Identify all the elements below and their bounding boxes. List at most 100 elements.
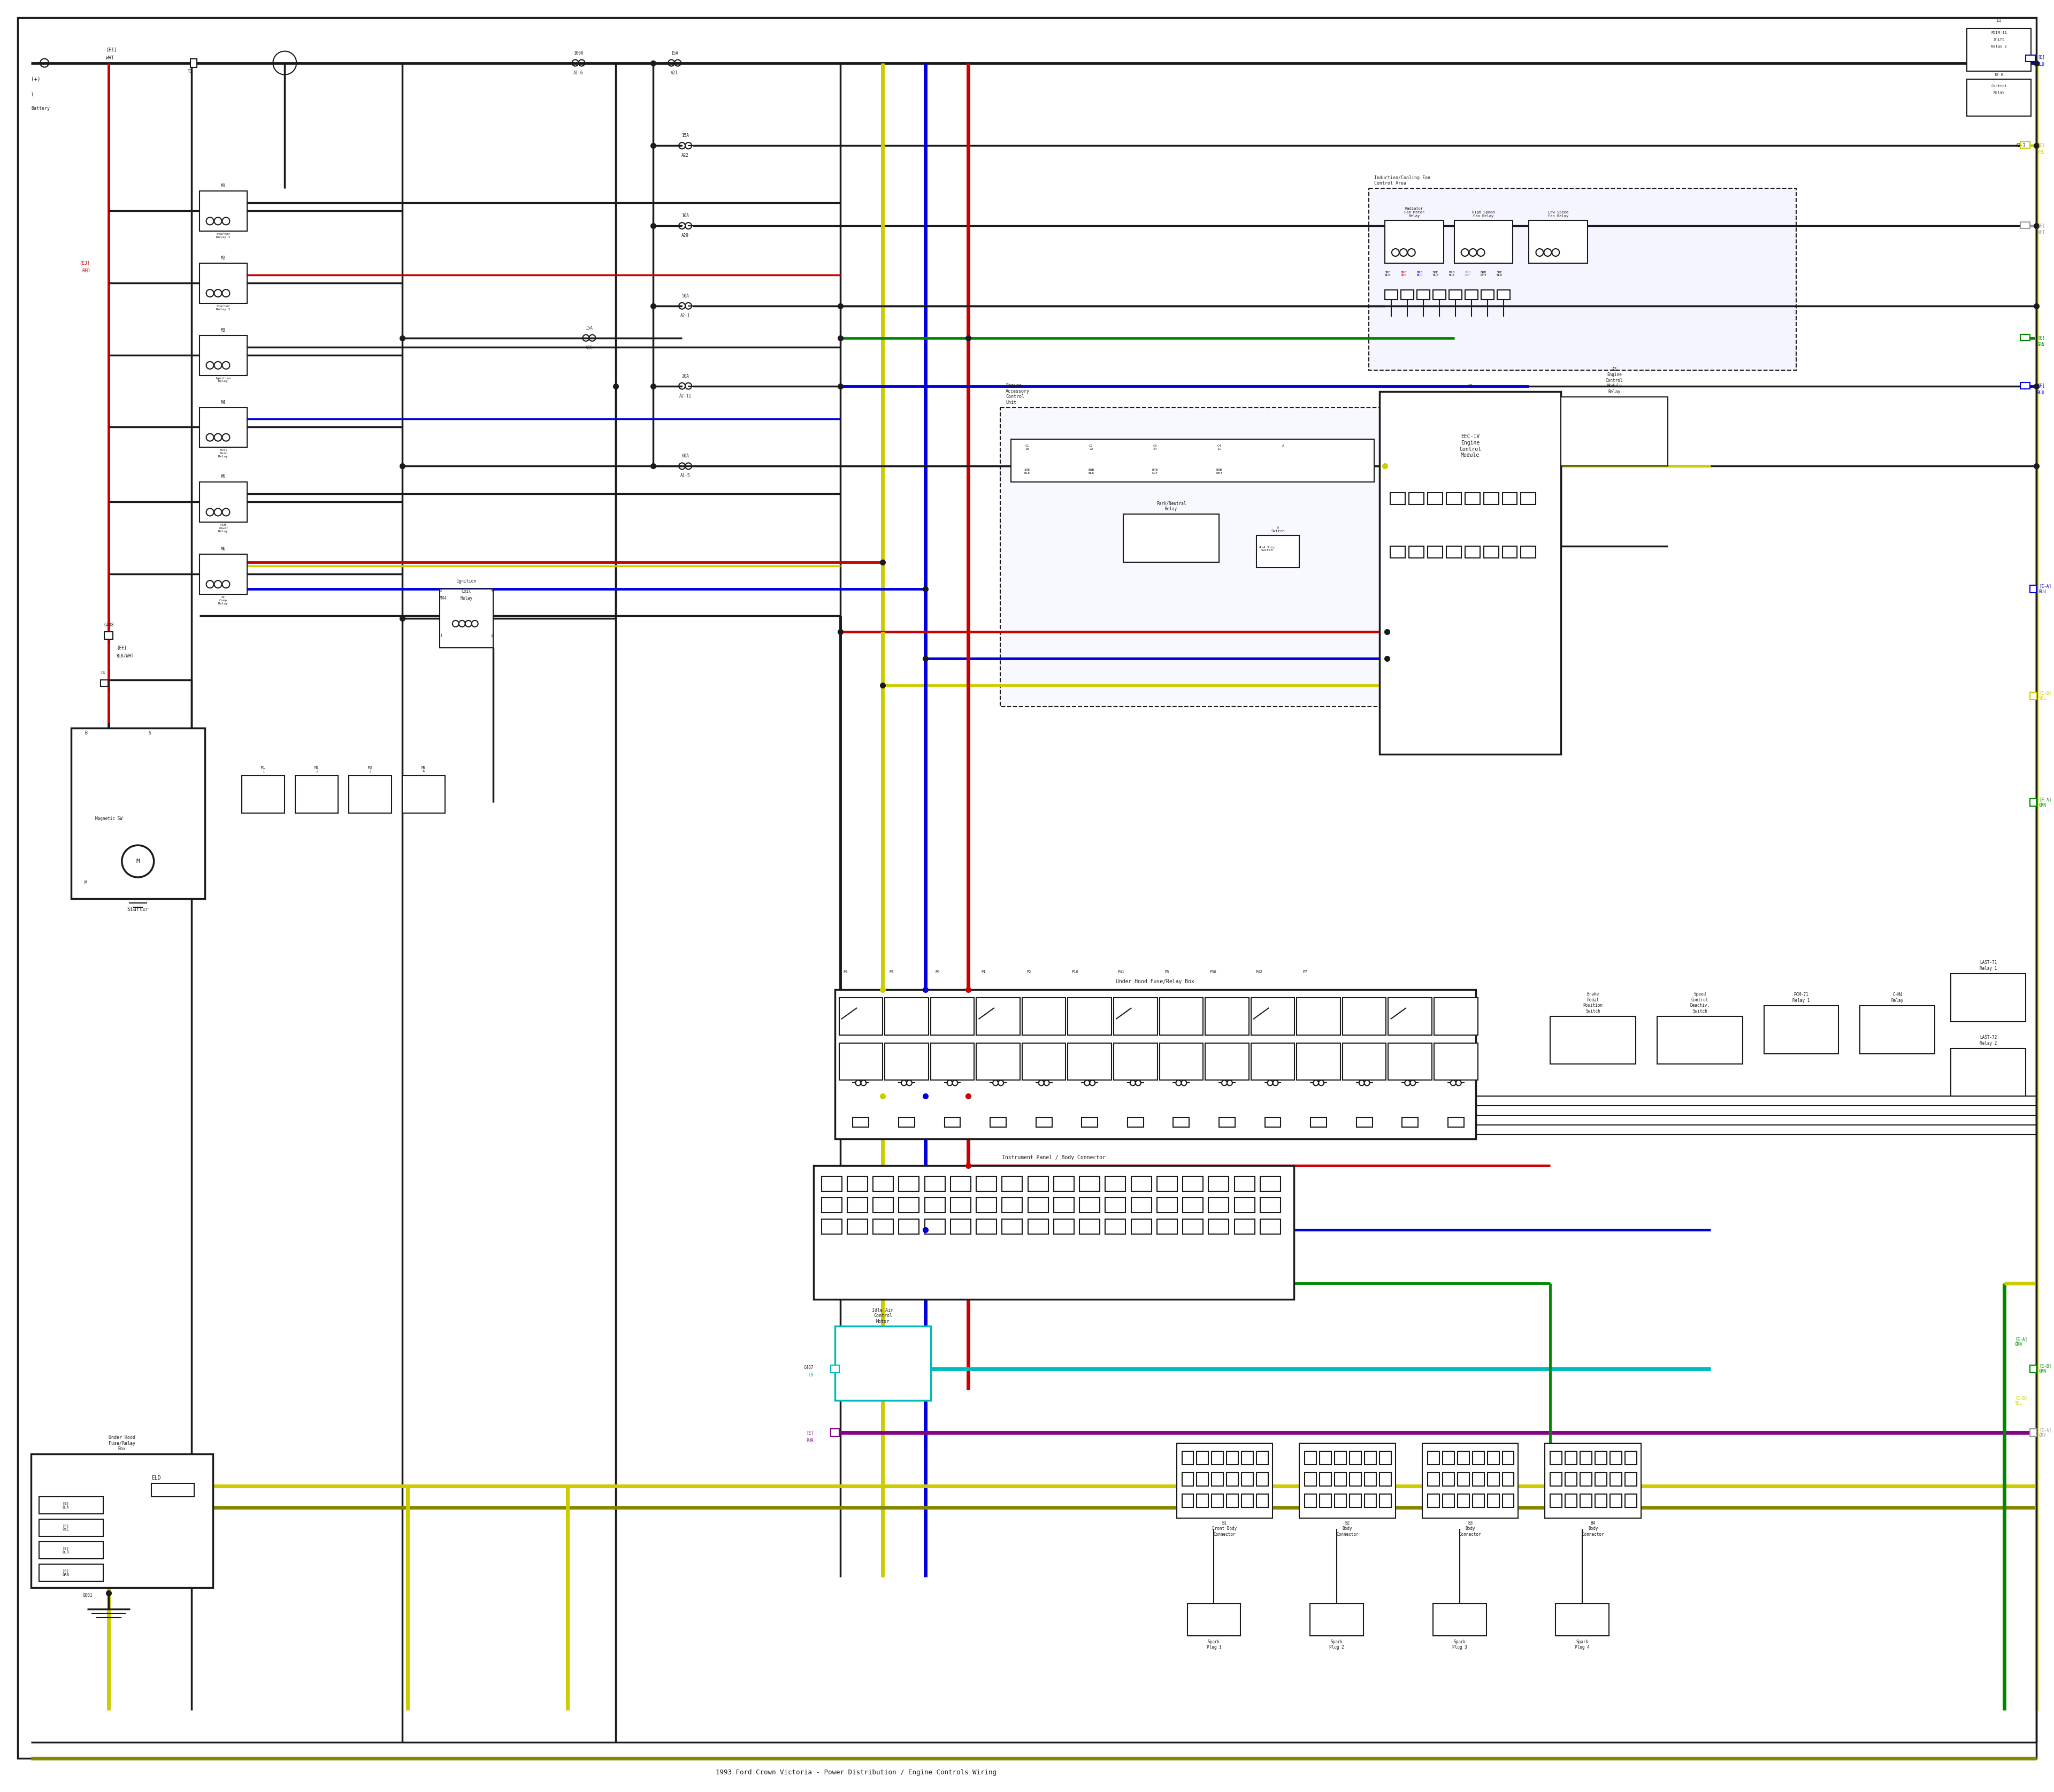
Bar xyxy=(1610,1452,1623,1464)
Bar xyxy=(1243,1452,1253,1464)
Bar xyxy=(1105,1176,1126,1192)
Text: BLU: BLU xyxy=(2038,391,2046,394)
Text: M1: M1 xyxy=(222,183,226,188)
Bar xyxy=(1951,973,2025,1021)
Bar xyxy=(296,776,339,814)
Bar xyxy=(1473,1452,1485,1464)
Bar xyxy=(2029,1366,2036,1373)
Bar xyxy=(1487,1473,1499,1486)
Bar xyxy=(1364,1495,1376,1507)
Bar xyxy=(846,1219,867,1235)
Bar xyxy=(1243,1495,1253,1507)
Bar xyxy=(1465,547,1479,557)
Bar xyxy=(2021,142,2029,149)
Bar xyxy=(1234,1176,1255,1192)
Text: A16: A16 xyxy=(585,346,594,349)
Bar xyxy=(873,1176,893,1192)
Text: B: B xyxy=(84,731,86,735)
Text: T4: T4 xyxy=(101,670,105,676)
Bar xyxy=(1226,1452,1239,1464)
Bar xyxy=(1132,1176,1152,1192)
Bar xyxy=(898,1118,914,1127)
Bar xyxy=(1300,1443,1395,1518)
Bar xyxy=(1011,439,1374,482)
Bar xyxy=(31,1453,214,1588)
Bar xyxy=(1391,493,1405,505)
Text: BRB
GRY: BRB GRY xyxy=(1152,470,1158,475)
Text: [E]
GRN: [E] GRN xyxy=(62,1570,70,1577)
Bar xyxy=(976,1219,996,1235)
Text: B4
Body
Connector: B4 Body Connector xyxy=(1582,1521,1604,1538)
Bar xyxy=(900,1176,918,1192)
Bar xyxy=(1458,1495,1469,1507)
Bar xyxy=(242,776,286,814)
Text: B1
Front Body
Connector: B1 Front Body Connector xyxy=(1212,1521,1237,1538)
Bar xyxy=(39,1541,103,1559)
Bar xyxy=(1465,493,1479,505)
Text: PDIM-11: PDIM-11 xyxy=(1990,30,2007,34)
Bar xyxy=(1364,1452,1376,1464)
Text: Relay 2: Relay 2 xyxy=(1990,45,2007,48)
Bar xyxy=(1561,396,1668,466)
Text: Speed
Control
Deactiv.
Switch: Speed Control Deactiv. Switch xyxy=(1690,993,1709,1014)
Bar xyxy=(2029,1428,2036,1437)
Text: Starter: Starter xyxy=(127,907,148,912)
Bar xyxy=(1625,1473,1637,1486)
Text: M2
2: M2 2 xyxy=(314,767,318,772)
Bar xyxy=(1384,220,1444,263)
Text: BRB
WHT: BRB WHT xyxy=(1481,271,1487,276)
Text: C4
11: C4 11 xyxy=(1218,444,1222,450)
Text: Ignition
Relay: Ignition Relay xyxy=(216,376,232,383)
Text: Induction/Cooling Fan
Control Area: Induction/Cooling Fan Control Area xyxy=(1374,176,1430,186)
Bar xyxy=(1156,1176,1177,1192)
Bar xyxy=(1212,1495,1224,1507)
Bar xyxy=(924,1197,945,1213)
Text: Park/Neutral
Relay: Park/Neutral Relay xyxy=(1156,502,1185,511)
Bar xyxy=(1183,1219,1204,1235)
Bar xyxy=(930,998,974,1034)
Bar xyxy=(1501,1495,1514,1507)
Bar xyxy=(1349,1473,1362,1486)
Bar xyxy=(1158,1043,1204,1081)
Bar xyxy=(1251,1043,1294,1081)
Bar xyxy=(822,1176,842,1192)
Bar xyxy=(1234,1219,1255,1235)
Text: AC
Comp
Relay: AC Comp Relay xyxy=(218,597,228,604)
Text: M: M xyxy=(84,880,86,885)
Text: M3
3: M3 3 xyxy=(368,767,372,772)
Text: BRB
WHT: BRB WHT xyxy=(1216,470,1222,475)
Bar xyxy=(1183,1197,1204,1213)
Bar xyxy=(1442,1495,1454,1507)
Text: C-M4
Relay: C-M4 Relay xyxy=(1892,993,1904,1004)
Bar xyxy=(1764,1005,1838,1054)
Text: BRB
BLK: BRB BLK xyxy=(1448,271,1454,276)
Bar xyxy=(191,59,197,66)
Bar xyxy=(1349,1452,1362,1464)
Bar xyxy=(1428,1495,1440,1507)
Bar xyxy=(1234,1197,1255,1213)
Bar xyxy=(1068,998,1111,1034)
Text: [E]: [E] xyxy=(805,1430,813,1435)
Bar xyxy=(1625,1495,1637,1507)
Bar xyxy=(1319,1495,1331,1507)
Bar xyxy=(1000,407,1384,706)
Text: [E]: [E] xyxy=(2038,224,2046,228)
Bar xyxy=(1128,1118,1144,1127)
Text: [E-B]
YEL: [E-B] YEL xyxy=(2040,690,2052,701)
Text: A1-5: A1-5 xyxy=(680,473,690,478)
Bar xyxy=(1206,1043,1249,1081)
Bar xyxy=(1389,998,1432,1034)
Text: Under Hood Fuse/Relay Box: Under Hood Fuse/Relay Box xyxy=(1115,978,1195,984)
Text: C487: C487 xyxy=(803,1366,813,1369)
Bar xyxy=(1391,547,1405,557)
Bar xyxy=(199,482,246,521)
Text: L1: L1 xyxy=(1996,18,2001,23)
Text: BLU: BLU xyxy=(2038,63,2046,66)
Bar xyxy=(1208,1197,1228,1213)
Bar xyxy=(1197,1452,1208,1464)
Bar xyxy=(838,1043,883,1081)
Bar xyxy=(1187,1604,1241,1636)
Text: A2-11: A2-11 xyxy=(680,394,692,398)
Text: M5: M5 xyxy=(222,475,226,480)
Bar xyxy=(1421,1443,1518,1518)
